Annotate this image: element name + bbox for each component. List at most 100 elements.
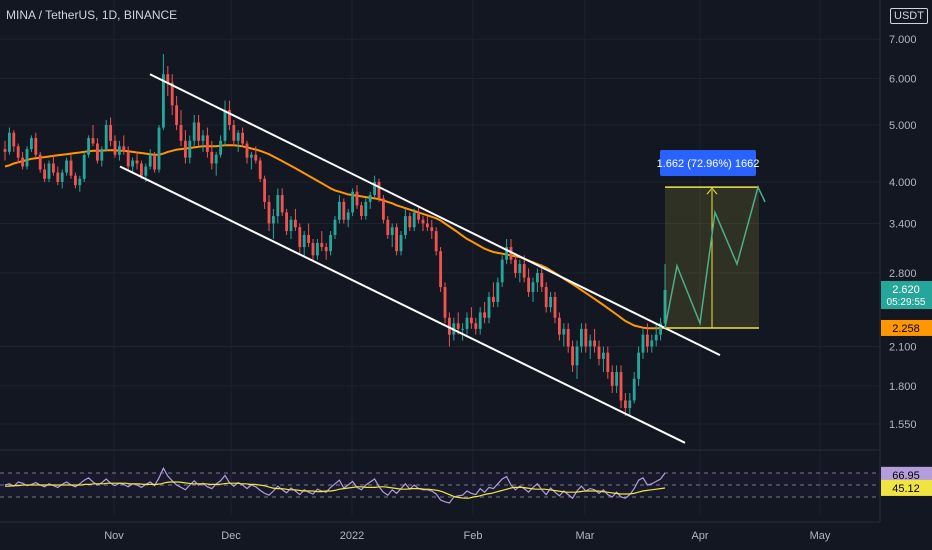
candle-body [144,166,148,176]
candle [430,219,434,239]
currency-unit-badge[interactable]: USDT [890,8,928,24]
candle-body [109,124,113,141]
candle [654,323,658,347]
channel-lower-line [119,165,686,444]
candle [315,238,319,260]
candle-body [637,352,641,379]
candle-body [170,82,174,106]
candle [267,195,271,232]
candle-body [56,172,60,182]
time-axis: Nov Dec 2022 Feb Mar Apr May [104,530,831,542]
projection-path [664,184,766,329]
candle [249,151,253,170]
candle-body [285,212,289,232]
candle-body [29,138,33,150]
price-tick-label: 1.800 [889,381,917,393]
candle [307,223,311,248]
candle-body [60,172,64,182]
rsi-ma-line [5,481,666,499]
candle [399,231,403,256]
candle-body [38,154,42,170]
candle-body [78,178,82,186]
candle [16,143,20,164]
candle [549,291,553,313]
candle-body [465,317,469,329]
candle-body [491,296,495,302]
candle [29,135,33,152]
candle-body [399,234,403,252]
rsi-value-badge [881,466,932,483]
candle [588,334,592,359]
candle-body [333,219,337,235]
candle-body [456,323,460,329]
candle [73,172,77,189]
candle-body [113,140,117,155]
candle [461,323,465,341]
candle-body [408,216,412,228]
candle-body [417,212,421,220]
candle-body [434,231,438,252]
candle [34,132,38,158]
candle [601,346,605,373]
candle-body [148,154,152,167]
candle [254,146,258,164]
candle-body [342,201,346,220]
candle-body [641,334,645,353]
candle-body [557,317,561,335]
rsi-ma-value-badge [881,479,932,496]
candle-body [91,138,95,144]
candle [179,110,183,147]
ma-value-badge [881,319,932,336]
candle-body [263,178,267,202]
candle-body [183,140,187,158]
candle-body [324,247,328,252]
candle-body [584,328,588,347]
candle [513,255,517,278]
candle-body [425,223,429,228]
candle-body [355,191,359,206]
candle [232,119,236,147]
candle [285,208,289,235]
channel-upper-line [149,73,721,357]
candle-body [351,191,355,213]
candle [373,175,377,199]
time-tick-label: Dec [221,530,241,542]
rsi-pane [0,466,880,504]
candle [645,323,649,353]
measure-label-bg [660,150,756,176]
candle [51,154,55,176]
candle [56,166,60,186]
candle [60,169,64,189]
candle-body [469,317,473,324]
candle-body [131,160,135,167]
candle [650,334,654,353]
candle-body [3,149,7,152]
candle [417,205,421,224]
candle [632,372,636,404]
rsi-band [0,473,880,497]
candle-body [549,296,553,308]
candle-body [205,135,209,152]
candle [346,208,350,228]
price-tick-label: 1.550 [889,419,917,431]
candle [329,231,333,256]
candle-body [386,219,390,235]
measure-arrow-head [706,187,718,195]
candle [562,323,566,347]
candle [500,255,504,288]
candle [540,264,544,292]
candle-body [654,334,658,341]
candle-body [157,127,161,170]
candle-body [219,140,223,155]
candle-body [241,132,245,144]
candle [377,178,381,202]
current-price-badge [881,280,932,309]
candle-body [249,154,253,158]
candle-body [245,143,249,158]
candle-body [175,105,179,125]
candle-body [346,212,350,220]
candle [368,191,372,209]
countdown-timer: 05:29:55 [887,297,926,308]
candle-body [43,169,47,179]
